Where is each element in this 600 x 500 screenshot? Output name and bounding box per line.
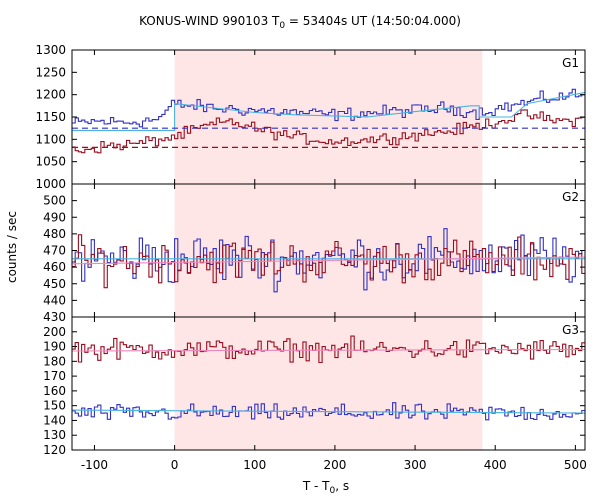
panel-g3-series-pink-fit [71,348,586,352]
chart-title: KONUS-WIND 990103 T0 = 53404s UT (14:50:… [0,14,600,31]
y-tick-label: 490 [43,210,66,224]
panel-g3-series-blue-step [72,402,585,421]
y-tick-label: 450 [43,277,66,291]
y-tick-label: 480 [43,227,66,241]
x-tick-label: 200 [323,458,346,472]
panel-g1-series-blue-step [72,88,585,128]
y-tick-label: 170 [43,369,66,383]
y-tick-label: 460 [43,260,66,274]
panel-label-g2: G2 [562,190,579,204]
panel-g2-series-red-step [72,234,585,289]
y-tick-label: 130 [43,428,66,442]
x-axis-label-main: T - T [302,479,330,493]
x-axis-label: T - T0, s [0,479,600,496]
x-axis-label-rest: , s [335,479,350,493]
y-axis-label: counts / sec [5,211,19,284]
y-tick-label: 120 [43,443,66,457]
x-tick-label: 400 [484,458,507,472]
y-tick-label: 470 [43,244,66,258]
y-tick-label: 1000 [35,177,66,191]
chart-title-subscript: 0 [279,21,286,31]
y-tick-label: 440 [43,293,66,307]
panel-label-g3: G3 [562,323,579,337]
y-tick-label: 180 [43,354,66,368]
panel-g2-series-pink-fit [71,256,586,265]
x-tick-label: 300 [404,458,427,472]
panel-g1-series-red-step [72,109,585,154]
x-tick-label: -100 [81,458,108,472]
panel-g3-frame [71,316,586,451]
panel-label-g1: G1 [562,56,579,70]
y-tick-label: 190 [43,340,66,354]
y-tick-label: 1200 [35,88,66,102]
chart-title-main: KONUS-WIND 990103 T [139,14,280,28]
y-tick-label: 150 [43,399,66,413]
y-tick-label: 1100 [35,132,66,146]
y-tick-label: 1250 [35,65,66,79]
x-tick-label: 0 [171,458,179,472]
panel-g1-series-cyan-fit [72,91,586,131]
chart-title-rest: = 53404s UT (14:50:04.000) [285,14,461,28]
burst-interval-highlight [174,50,483,450]
y-tick-label: 160 [43,384,66,398]
x-tick-label: 100 [243,458,266,472]
y-tick-label: 1150 [35,110,66,124]
y-tick-label: 1300 [35,43,66,57]
panel-g3-series-cyan-fit [71,409,586,414]
y-tick-label: 140 [43,413,66,427]
x-axis-label-subscript: 0 [329,486,336,496]
y-tick-label: 500 [43,194,66,208]
y-tick-label: 1050 [35,155,66,169]
y-tick-label: 430 [43,310,66,324]
x-tick-label: 500 [564,458,587,472]
y-tick-label: 200 [43,325,66,339]
